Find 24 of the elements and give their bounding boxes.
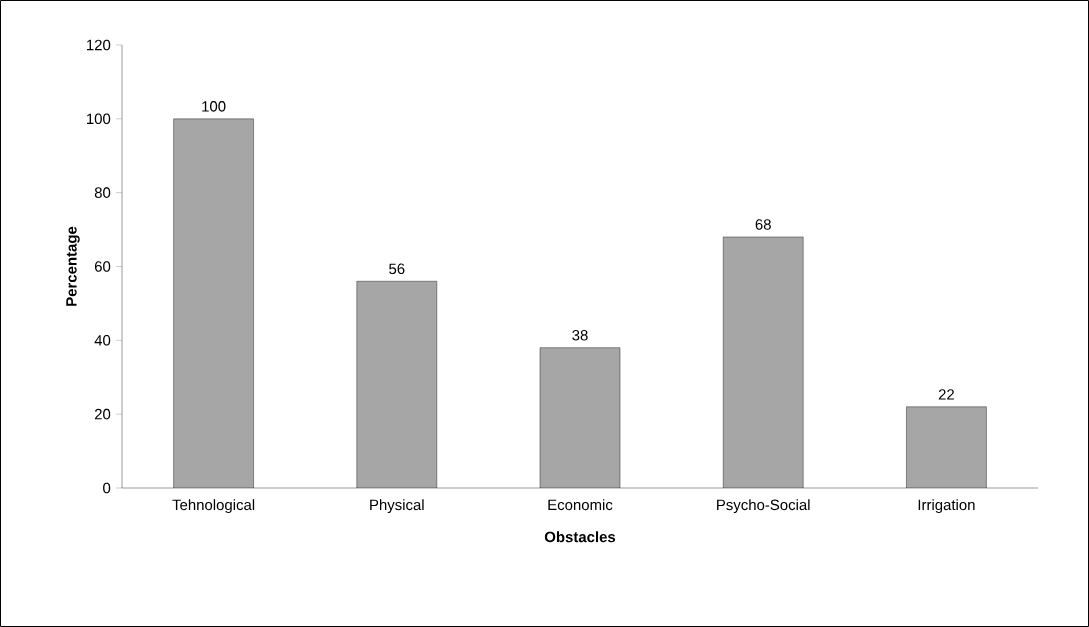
y-tick-label: 20 (94, 408, 111, 420)
bar (173, 118, 254, 488)
bar (723, 236, 804, 488)
data-label: 38 (572, 329, 588, 341)
y-tick-label: 60 (94, 261, 111, 272)
y-tick-label: 120 (87, 39, 111, 51)
y-tick-label: 40 (94, 335, 111, 346)
y-tick-label: 80 (94, 187, 111, 198)
x-tick-label: Irrigation (918, 499, 975, 514)
data-label: 56 (389, 263, 405, 275)
x-tick-label: Physical (370, 499, 424, 514)
x-axis-title: Obstacles (544, 531, 616, 543)
x-tick-label: Psycho-Social (717, 499, 810, 514)
data-label: 100 (202, 101, 226, 112)
bar (540, 347, 621, 488)
data-label: 68 (755, 219, 771, 230)
y-tick-label: 0 (103, 482, 111, 494)
bar (906, 406, 987, 488)
y-tick-label: 100 (87, 113, 111, 125)
x-tick-label: Economic (548, 499, 613, 511)
bar (356, 281, 437, 488)
x-tick-label: Tehnological (172, 499, 255, 514)
data-label: 22 (938, 389, 954, 400)
y-axis-title: Percentage (66, 226, 80, 306)
